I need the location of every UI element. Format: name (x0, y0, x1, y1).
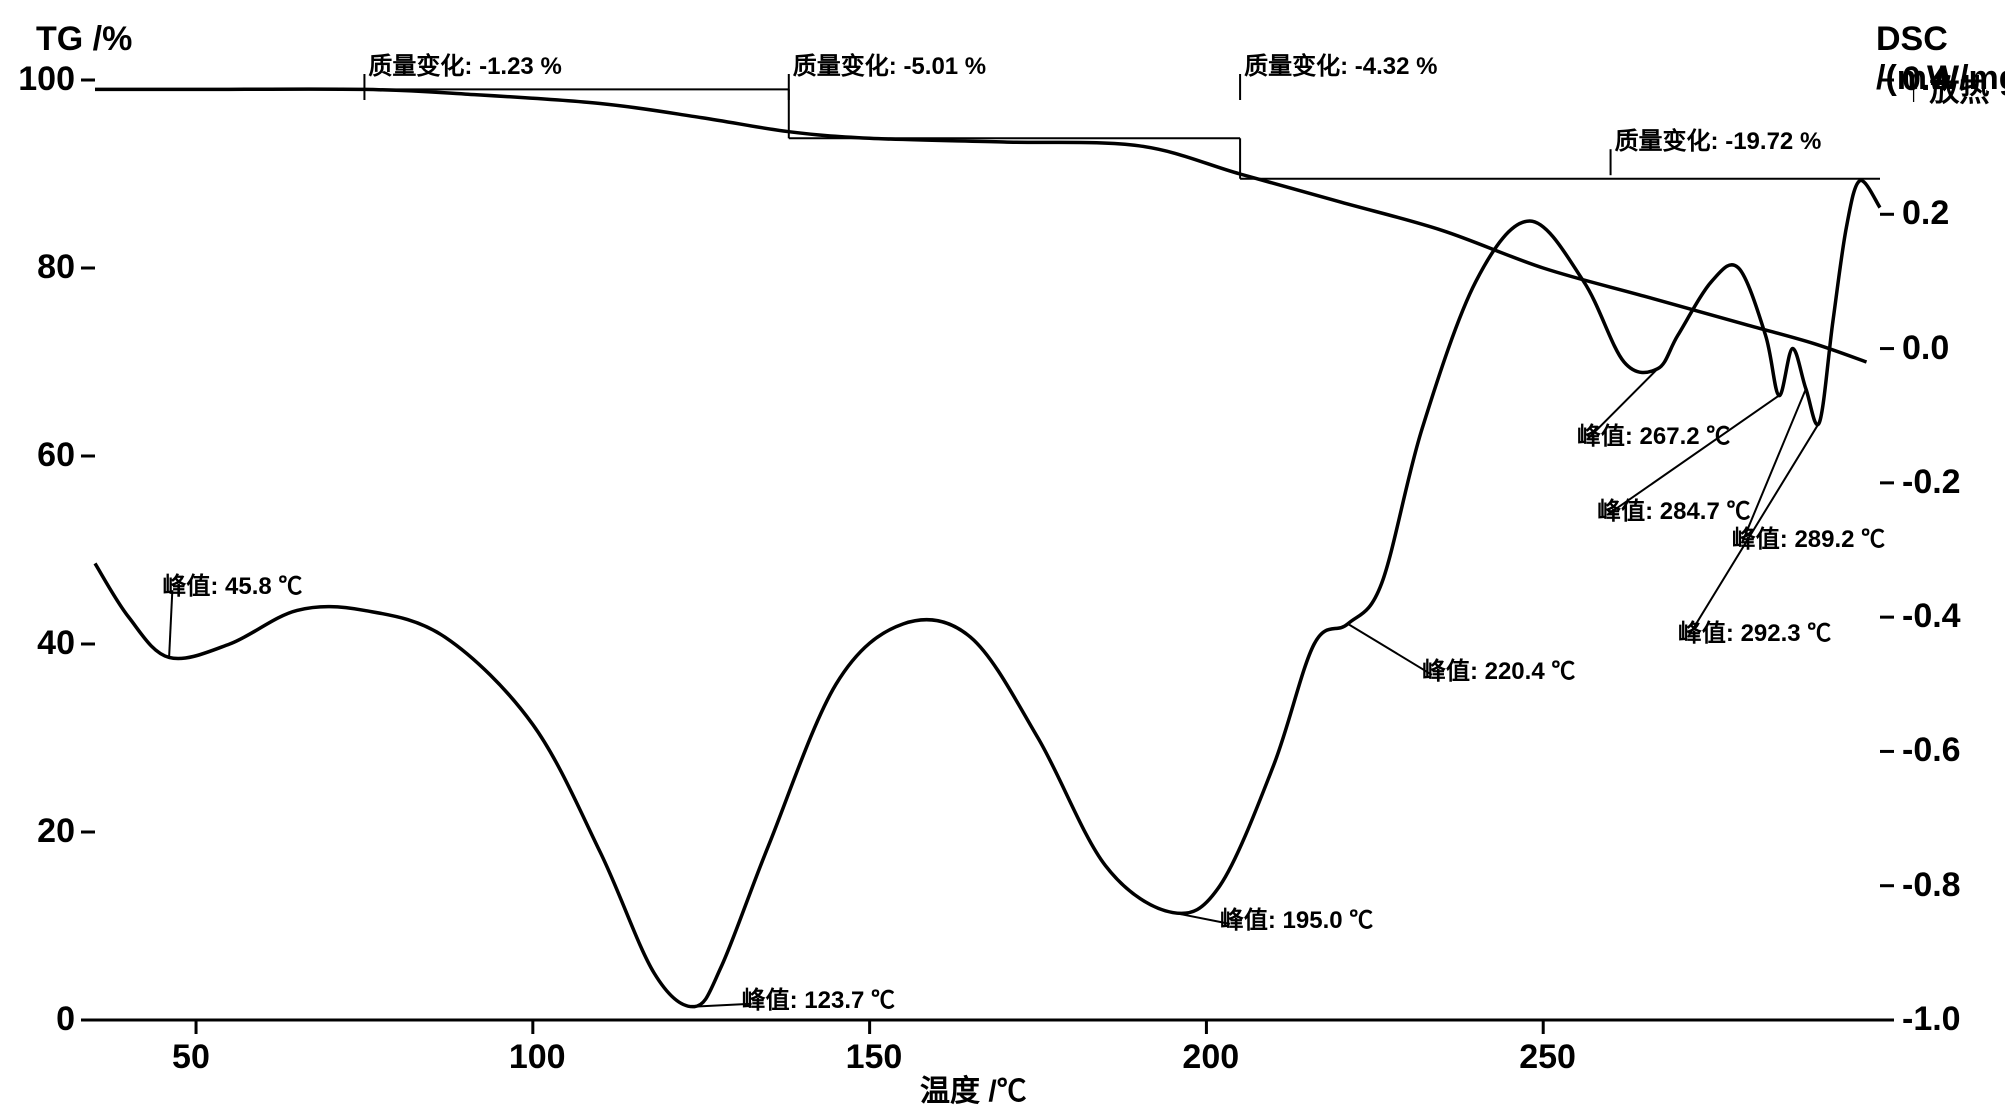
tg-dsc-chart: TG /% DSC /(mW/mg) ↑ 放热 温度 /℃ 5010015020… (0, 0, 2005, 1112)
yr-tick: -0.8 (1902, 866, 1961, 905)
x-tick: 100 (509, 1038, 566, 1077)
peak-label: 峰值: 292.3 ℃ (1678, 613, 1831, 648)
chart-svg (0, 0, 2005, 1112)
x-tick: 250 (1519, 1038, 1576, 1077)
peak-label: 峰值: 123.7 ℃ (742, 980, 895, 1015)
yr-tick: 0.2 (1902, 194, 1949, 233)
tg-curve (95, 89, 1867, 362)
peak-label: 峰值: 220.4 ℃ (1422, 651, 1575, 686)
yr-tick: 0.4 (1902, 60, 1949, 99)
peak-label: 峰值: 284.7 ℃ (1597, 491, 1750, 526)
peak-label: 峰值: 45.8 ℃ (162, 566, 302, 601)
yl-tick: 60 (37, 436, 75, 475)
peak-label: 峰值: 267.2 ℃ (1577, 416, 1730, 451)
yl-tick: 100 (18, 60, 75, 99)
yr-tick: -1.0 (1902, 1000, 1961, 1039)
yr-tick: -0.4 (1902, 597, 1961, 636)
yl-tick: 20 (37, 812, 75, 851)
yr-tick: -0.2 (1902, 463, 1961, 502)
yl-tick: 80 (37, 248, 75, 287)
yl-tick: 0 (56, 1000, 75, 1039)
x-tick: 150 (846, 1038, 903, 1077)
x-tick: 200 (1182, 1038, 1239, 1077)
mass-change-label: 质量变化: -5.01 % (793, 46, 986, 81)
mass-change-label: 质量变化: -1.23 % (368, 46, 561, 81)
yr-tick: -0.6 (1902, 731, 1961, 770)
yl-tick: 40 (37, 624, 75, 663)
dsc-curve (95, 180, 1880, 1006)
mass-change-label: 质量变化: -4.32 % (1244, 46, 1437, 81)
mass-change-label: 质量变化: -19.72 % (1615, 121, 1822, 156)
peak-label: 峰值: 289.2 ℃ (1732, 519, 1885, 554)
peak-label: 峰值: 195.0 ℃ (1220, 900, 1373, 935)
yr-tick: 0.0 (1902, 329, 1949, 368)
x-tick: 50 (172, 1038, 210, 1077)
